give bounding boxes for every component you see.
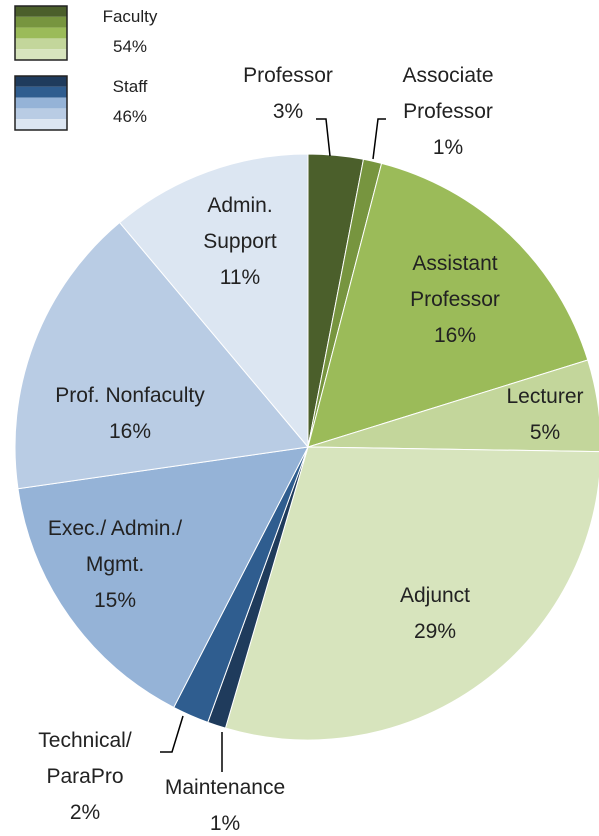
pie-slice xyxy=(307,162,589,448)
pie-slice xyxy=(17,446,309,709)
legend-swatch-border xyxy=(14,5,68,61)
pie-slice xyxy=(224,446,599,741)
slice-label: Professor 3% xyxy=(228,58,348,130)
legend-swatch-band xyxy=(15,76,67,87)
leader-line xyxy=(160,715,184,753)
legend-entry: Staff 46% xyxy=(95,72,165,132)
pie-slice xyxy=(14,221,309,490)
legend-swatch-band xyxy=(15,27,67,39)
slice-label: Adjunct 29% xyxy=(350,578,520,650)
percent-label: 11% xyxy=(219,266,261,289)
slice-label: Associate Professor 1% xyxy=(378,58,518,166)
legend-swatch-band xyxy=(15,16,67,28)
legend-swatch-band xyxy=(15,49,67,60)
legend-swatch-band xyxy=(15,108,67,120)
category-name: Maintenance xyxy=(164,776,286,799)
category-name: Assistant Professor xyxy=(410,252,500,311)
legend-percent: 46% xyxy=(112,107,148,126)
category-name: Associate Professor xyxy=(402,64,494,123)
slice-label: Lecturer 5% xyxy=(480,379,599,451)
legend-swatch-band xyxy=(15,6,67,17)
legend-entry: Faculty 54% xyxy=(95,2,165,62)
slice-label: Exec./ Admin./ Mgmt. 15% xyxy=(35,511,195,619)
category-name: Technical/ ParaPro xyxy=(38,729,132,788)
slice-label: Admin. Support 11% xyxy=(180,188,300,296)
percent-label: 16% xyxy=(433,324,477,347)
legend-swatch-band xyxy=(15,97,67,109)
category-name: Prof. Nonfaculty xyxy=(55,384,205,407)
percent-label: 1% xyxy=(432,136,464,159)
category-name: Lecturer xyxy=(506,385,584,408)
legend-swatch-band xyxy=(15,119,67,130)
pie-slice xyxy=(307,359,599,453)
legend-name: Staff xyxy=(112,77,148,96)
slice-label: Technical/ ParaPro 2% xyxy=(20,723,150,831)
percent-label: 16% xyxy=(108,420,152,443)
percent-label: 3% xyxy=(272,100,304,123)
category-name: Professor xyxy=(243,64,333,87)
pie-slice xyxy=(118,153,309,449)
leader-line xyxy=(316,118,331,157)
legend-swatch-band xyxy=(15,38,67,50)
category-name: Adjunct xyxy=(399,584,471,607)
legend-name: Faculty xyxy=(102,7,158,26)
leader-line xyxy=(372,118,386,160)
percent-label: 29% xyxy=(413,620,457,643)
slice-label: Prof. Nonfaculty 16% xyxy=(10,378,250,450)
legend-swatch-border xyxy=(14,75,68,131)
category-name: Admin. Support xyxy=(203,194,277,253)
percent-label: 1% xyxy=(209,812,241,835)
category-name: Exec./ Admin./ Mgmt. xyxy=(47,517,183,576)
slice-label: Assistant Professor 16% xyxy=(385,246,525,354)
legend-percent: 54% xyxy=(112,37,148,56)
percent-label: 2% xyxy=(69,801,101,824)
slice-label: Maintenance 1% xyxy=(135,770,315,836)
percent-label: 5% xyxy=(529,421,561,444)
legend-swatch-band xyxy=(15,86,67,98)
percent-label: 15% xyxy=(93,589,137,612)
